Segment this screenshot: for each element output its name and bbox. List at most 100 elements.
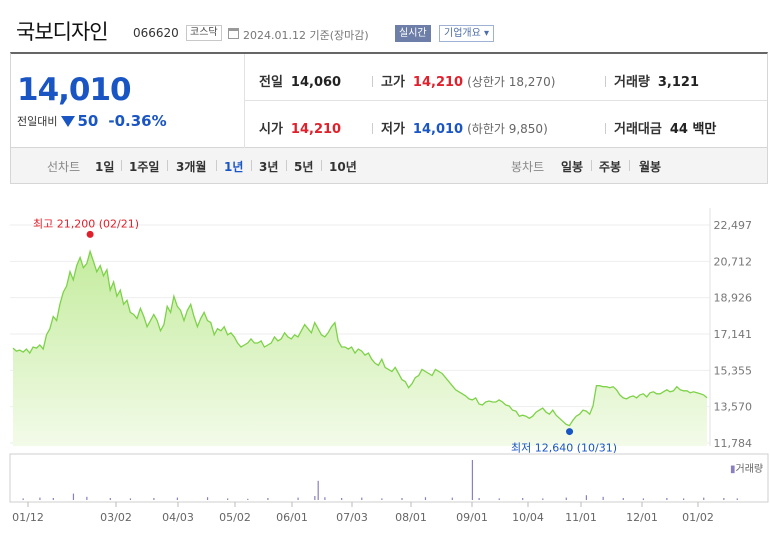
volume-bar (381, 498, 383, 500)
stock-header: 국보디자인 066620 코스닥 2024.01.12 기준(장마감) 실시간 … (0, 0, 770, 50)
volume-bar (471, 460, 474, 500)
x-tick-label: 05/02 (219, 511, 251, 524)
volume-bar (361, 497, 363, 500)
low-price: 저가 14,010 (하한가 9,850) (372, 118, 548, 137)
x-tick-label: 08/01 (395, 511, 427, 524)
volume: 거래량 3,121 (605, 71, 699, 90)
stock-code: 066620 (133, 26, 179, 40)
prev-close: 전일 14,060 (259, 71, 341, 90)
y-tick-label: 11,784 (714, 437, 753, 450)
trade-amount: 거래대금 44 백만 (605, 118, 716, 137)
period-3m[interactable]: 3개월 (176, 160, 207, 174)
volume-bar (129, 498, 132, 500)
price-chart: 최고 21,200 (02/21) 최저 12,640 (10/31) 22,49… (9, 208, 769, 524)
volume-bar (72, 493, 75, 500)
x-tick-label: 06/01 (276, 511, 308, 524)
volume-bar (317, 480, 319, 500)
volume-bar (401, 498, 403, 500)
change-value: 50 (77, 112, 99, 130)
volume-bar (52, 498, 54, 500)
open-value: 14,210 (290, 122, 342, 137)
volume-bar (206, 497, 209, 500)
low-annotation: 최저 12,640 (10/31) (511, 442, 617, 455)
x-tick-label: 03/02 (100, 511, 132, 524)
volume-bar (666, 498, 668, 500)
x-tick-label: 01/02 (682, 511, 714, 524)
period-1y[interactable]: 1년 (224, 160, 244, 174)
low-value: 14,010 (412, 122, 464, 137)
volume-bar (324, 497, 326, 500)
open-price: 시가 14,210 (259, 118, 341, 137)
volume-label: 거래량 (614, 75, 650, 90)
volume-bar (267, 498, 269, 500)
volume-bar (424, 497, 427, 500)
volume-bar (22, 498, 24, 500)
realtime-button[interactable]: 실시간 (395, 25, 431, 42)
market-badge: 코스닥 (186, 25, 222, 41)
change-percent: -0.36% (108, 112, 167, 130)
x-tick-label: 10/04 (512, 511, 544, 524)
low-point-marker (566, 428, 574, 436)
upper-limit: (상한가 18,270) (467, 75, 556, 89)
period-10y[interactable]: 10년 (329, 160, 357, 174)
period-3y[interactable]: 3년 (259, 160, 279, 174)
x-tick-label: 11/01 (565, 511, 597, 524)
volume-bar (736, 498, 738, 500)
base-date: 2024.01.12 기준(장마감) (243, 29, 369, 42)
volume-bar (522, 498, 524, 500)
volume-panel (9, 453, 769, 503)
period-1d[interactable]: 1일 (95, 160, 115, 174)
y-tick-label: 22,497 (714, 219, 753, 232)
chevron-down-icon: ▾ (484, 28, 490, 39)
y-tick-label: 17,141 (714, 328, 753, 341)
open-label: 시가 (259, 122, 283, 137)
volume-bar (39, 497, 41, 500)
volume-legend: ▮거래량 (730, 463, 763, 475)
candle-daily[interactable]: 일봉 (561, 160, 584, 174)
price-change: 전일대비 50 -0.36% (17, 112, 167, 130)
volume-bar (602, 496, 604, 500)
calendar-icon (228, 28, 239, 39)
lower-limit: (하한가 9,850) (467, 122, 548, 136)
x-tick-label: 09/01 (456, 511, 488, 524)
x-tick-label: 07/03 (336, 511, 368, 524)
high-annotation: 최고 21,200 (02/21) (33, 217, 139, 230)
candle-monthly[interactable]: 월봉 (639, 160, 662, 174)
volume-bar (297, 497, 299, 500)
y-tick-label: 13,570 (714, 401, 753, 414)
volume-bar (703, 497, 705, 500)
company-overview-button[interactable]: 기업개요 ▾ (439, 25, 495, 42)
change-label: 전일대비 (17, 115, 58, 128)
prev-label: 전일 (259, 75, 283, 90)
volume-bar (314, 496, 316, 500)
y-tick-label: 20,712 (714, 255, 753, 268)
volume-bar (153, 498, 155, 500)
low-label: 저가 (381, 122, 405, 137)
company-overview-label: 기업개요 (444, 28, 481, 39)
down-triangle-icon (61, 115, 76, 127)
period-1w[interactable]: 1주일 (129, 160, 160, 174)
high-price: 고가 14,210 (상한가 18,270) (372, 71, 555, 90)
candle-chart-label: 봉차트 (511, 160, 545, 174)
volume-bar (565, 497, 567, 500)
y-tick-label: 15,355 (714, 364, 753, 377)
volume-bar (498, 498, 500, 500)
candle-weekly[interactable]: 주봉 (599, 160, 622, 174)
volume-bar (176, 497, 178, 500)
x-tick-label: 12/01 (626, 511, 658, 524)
high-point-marker (86, 230, 94, 238)
period-bar: 선차트 1일 1주일 3개월 1년 3년 5년 10년 봉차트 일봉 주봉 월봉 (10, 148, 768, 184)
volume-bar (451, 497, 453, 500)
volume-bar (542, 498, 544, 500)
quote-panel: 14,010 전일대비 50 -0.36% 전일 14,060 시가 14,210 … (10, 52, 768, 148)
high-value: 14,210 (412, 75, 464, 90)
amount-label: 거래대금 (614, 122, 662, 137)
stock-name: 국보디자인 (16, 20, 109, 44)
period-5y[interactable]: 5년 (294, 160, 314, 174)
volume-bar (683, 498, 685, 500)
volume-bar (723, 498, 725, 500)
price-area (13, 251, 707, 446)
volume-bar (247, 498, 249, 500)
prev-value: 14,060 (290, 75, 342, 90)
volume-value: 3,121 (657, 75, 700, 90)
